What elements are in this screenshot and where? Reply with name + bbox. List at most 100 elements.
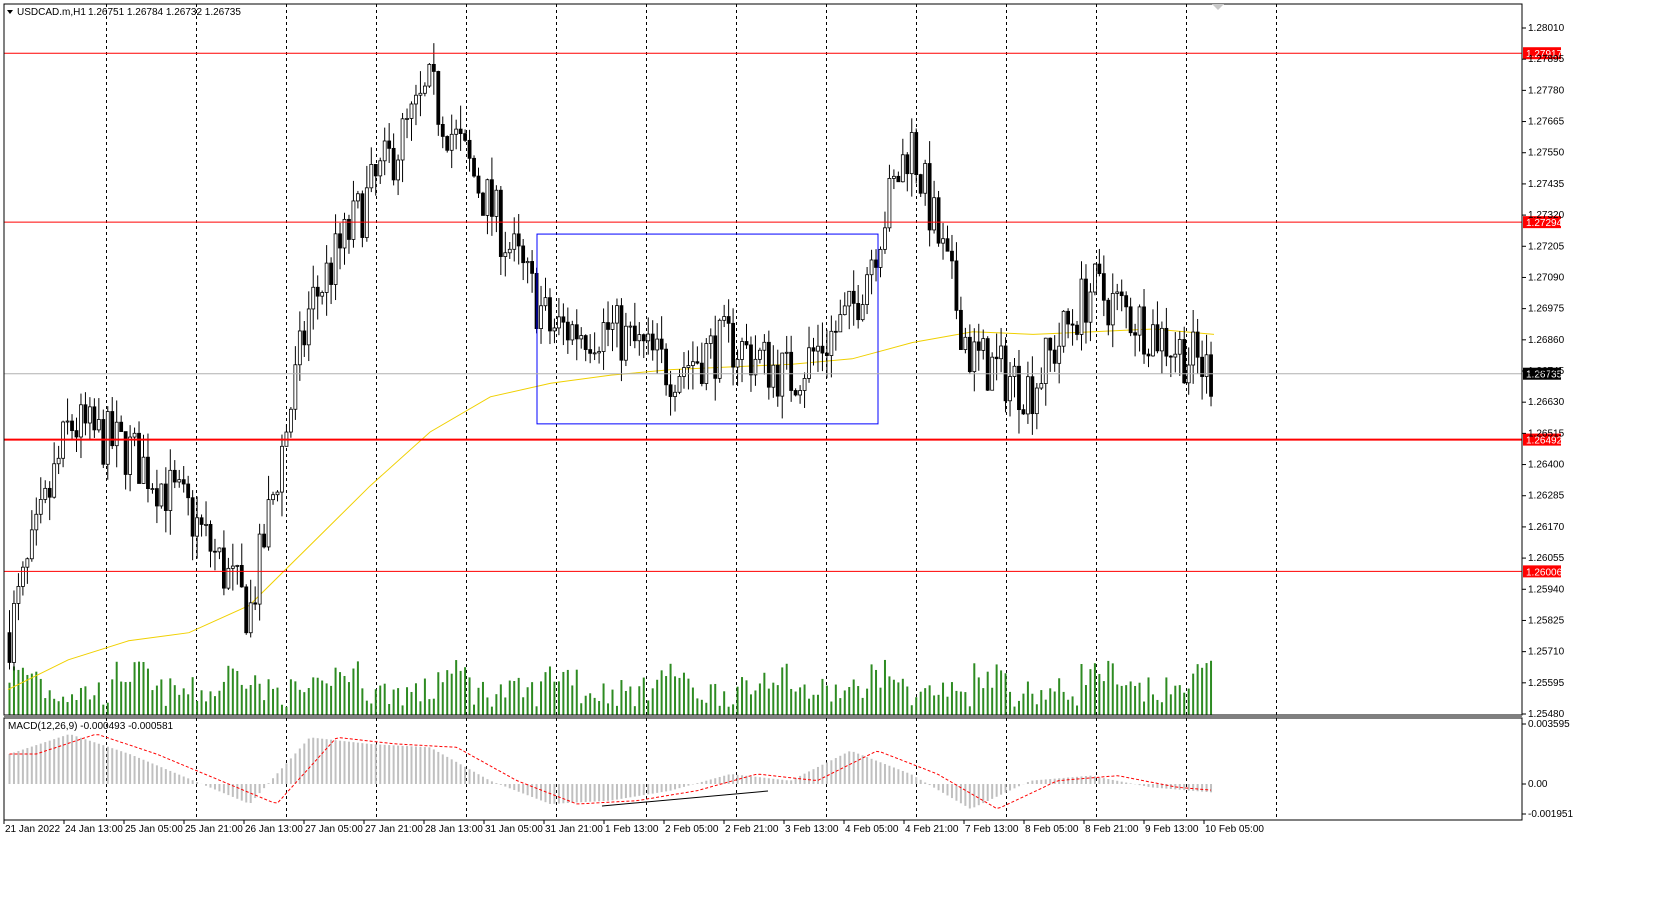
- candle-body: [543, 297, 548, 307]
- candle-body: [244, 586, 249, 634]
- candle-body: [668, 384, 673, 397]
- candle-body: [12, 603, 16, 663]
- horizontal-levels[interactable]: 1.27917 1.27294 1.26492 1.26006 1.26735: [4, 47, 1563, 578]
- candle-body: [347, 218, 351, 240]
- candle-body: [758, 349, 762, 360]
- level-price-label: 1.27917: [1526, 49, 1563, 60]
- candle-body: [1084, 278, 1088, 323]
- price-tick-label: 1.26630: [1528, 397, 1565, 408]
- candle-body: [632, 325, 637, 342]
- candle-body: [29, 529, 34, 560]
- candle-body: [235, 565, 240, 567]
- candle-body: [708, 335, 713, 344]
- candle-body: [1195, 331, 1200, 358]
- chart-axes: [3, 3, 1523, 821]
- candle-body: [780, 352, 785, 397]
- candle-body: [717, 319, 722, 379]
- candle-body: [1066, 310, 1070, 325]
- candle-body: [288, 408, 293, 433]
- candle-body: [503, 252, 508, 257]
- volume-histogram: [8, 659, 1213, 715]
- dropdown-arrow-icon[interactable]: [7, 10, 13, 14]
- macd-tick-label: 0.00: [1528, 779, 1548, 790]
- candle-body: [1106, 299, 1111, 326]
- candle-body: [999, 345, 1003, 360]
- candle-body: [516, 233, 521, 247]
- candle-body: [96, 419, 101, 431]
- candle-body: [20, 566, 25, 587]
- candle-body: [320, 292, 325, 297]
- time-tick-label: 3 Feb 13:00: [785, 824, 839, 835]
- candle-body: [579, 335, 584, 340]
- candle-body: [293, 364, 298, 410]
- candle-body: [472, 157, 476, 177]
- candle-body: [905, 154, 910, 175]
- time-tick-label: 9 Feb 13:00: [1145, 824, 1199, 835]
- candle-body: [204, 523, 208, 526]
- time-tick-label: 27 Jan 21:00: [365, 824, 423, 835]
- candle-body: [190, 497, 195, 537]
- candle-body: [838, 314, 843, 333]
- candle-body: [548, 297, 552, 332]
- candle-body: [16, 585, 21, 604]
- candle-body: [883, 227, 887, 250]
- candle-body: [972, 341, 977, 373]
- candle-body: [766, 341, 771, 388]
- price-tick-label: 1.26055: [1528, 553, 1565, 564]
- candle-body: [351, 200, 356, 240]
- price-tick-label: 1.25825: [1528, 615, 1565, 626]
- candle-body: [802, 378, 807, 391]
- candle-body: [1097, 263, 1102, 274]
- candle-body: [181, 479, 186, 485]
- price-tick-label: 1.26975: [1528, 304, 1565, 315]
- candle-body: [793, 390, 798, 396]
- candle-body: [1088, 291, 1093, 323]
- candle-body: [963, 336, 968, 350]
- candle-body: [1075, 324, 1079, 335]
- price-axis: 1.28010 1.27895 1.27780 1.27665 1.27550 1.274…: [1522, 23, 1573, 820]
- candle-body: [445, 136, 450, 151]
- candle-body: [25, 558, 30, 568]
- range-box[interactable]: [536, 233, 879, 425]
- candle-body: [266, 499, 271, 548]
- candle-body: [369, 164, 374, 189]
- candle-body: [132, 432, 137, 438]
- candle-body: [409, 103, 414, 119]
- macd-tick-label: -0.001951: [1528, 809, 1573, 820]
- candle-body: [918, 174, 923, 194]
- chart-header: USDCAD.m,H1 1.26751 1.26784 1.26732 1.26…: [7, 4, 1224, 18]
- level-price-tag: [1523, 216, 1561, 229]
- candle-body: [163, 483, 168, 511]
- candle-body: [431, 63, 436, 72]
- price-tick-label: 1.26170: [1528, 522, 1565, 533]
- level-price-tag: [1523, 47, 1561, 60]
- time-axis: 21 Jan 2022 24 Jan 13:00 25 Jan 05:00 25 Ja…: [3, 820, 1264, 835]
- time-tick-label: 31 Jan 21:00: [545, 824, 603, 835]
- candle-body: [338, 233, 342, 249]
- candle-body: [123, 431, 128, 475]
- candle-body: [865, 274, 869, 305]
- candle-body: [985, 338, 990, 391]
- candle-body: [588, 349, 593, 354]
- price-tick-label: 1.27205: [1528, 241, 1565, 252]
- candle-body: [574, 324, 579, 340]
- time-tick-label: 7 Feb 13:00: [965, 824, 1019, 835]
- price-tick-label: 1.25940: [1528, 584, 1565, 595]
- level-price-tag: [1523, 433, 1561, 446]
- candle-body: [195, 517, 200, 537]
- candle-body: [387, 140, 392, 149]
- level-price-label: 1.27294: [1526, 218, 1563, 229]
- candle-body: [306, 308, 311, 346]
- candle-body: [1164, 327, 1169, 357]
- candle-body: [271, 494, 275, 501]
- candle-body: [360, 193, 365, 238]
- candle-body: [436, 71, 441, 125]
- candle-body: [1008, 376, 1012, 402]
- time-tick-label: 8 Feb 21:00: [1085, 824, 1139, 835]
- moving-average-line: [7, 328, 1215, 691]
- candle-body: [954, 260, 959, 311]
- candle-body: [400, 118, 405, 161]
- candle-body: [1191, 331, 1196, 366]
- candle-body: [396, 159, 401, 181]
